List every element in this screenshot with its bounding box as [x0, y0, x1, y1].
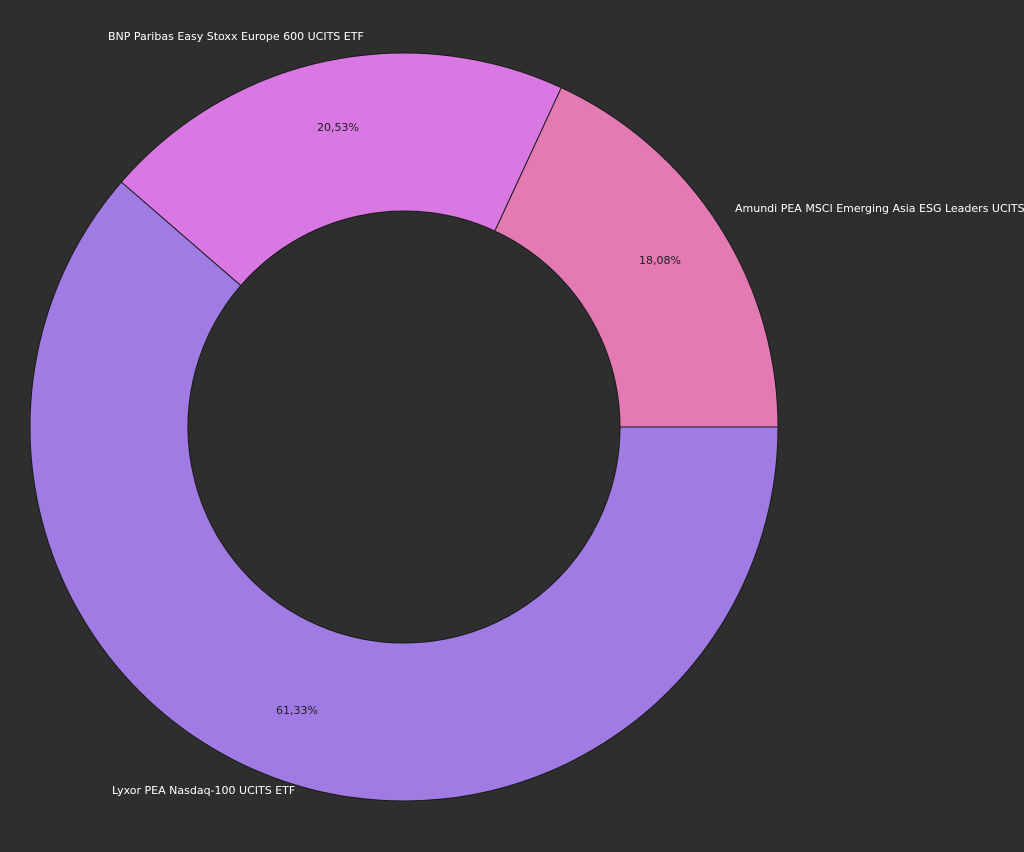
slice-percent-label: 18,08%: [639, 254, 681, 267]
slice-category-label: Lyxor PEA Nasdaq-100 UCITS ETF: [112, 784, 295, 797]
slice-percent-label: 20,53%: [317, 121, 359, 134]
donut-slice[interactable]: [120, 52, 562, 287]
slice-percent-label: 61,33%: [276, 704, 318, 717]
slice-category-label: Amundi PEA MSCI Emerging Asia ESG Leader…: [735, 202, 1024, 215]
donut-slice[interactable]: [494, 87, 779, 428]
slice-category-label: BNP Paribas Easy Stoxx Europe 600 UCITS …: [108, 30, 364, 43]
donut-slice[interactable]: [29, 181, 779, 802]
